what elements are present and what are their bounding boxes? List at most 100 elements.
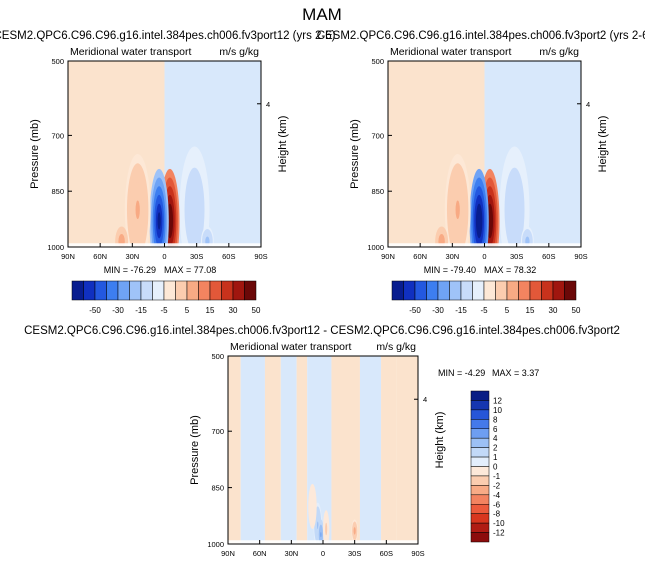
left-string: Meridional water transport (390, 46, 511, 58)
legend-swatch (244, 280, 257, 301)
legend-label: 50 (252, 306, 261, 315)
contour-fill (455, 200, 460, 220)
min-label: MIN = -76.29 (104, 265, 156, 275)
right-string: m/s g/kg (539, 46, 579, 58)
legend-label: -8 (493, 510, 501, 519)
legend-label: 6 (493, 425, 498, 434)
y-axis-label-right: Height (km) (434, 412, 446, 469)
x-tick-label: 90N (381, 252, 395, 261)
legend-label: 1 (493, 453, 498, 462)
legend-swatch (460, 280, 473, 301)
legend-label: -30 (112, 306, 124, 315)
legend-label: -15 (135, 306, 147, 315)
right-tick-label: 4 (266, 100, 270, 109)
legend-label: 0 (493, 463, 498, 472)
legend-swatch (209, 280, 222, 301)
contour-fill (526, 238, 529, 244)
x-tick-label: 0 (482, 252, 486, 261)
y-tick-label: 700 (371, 131, 384, 140)
contour-fill (192, 199, 198, 221)
y-axis-label-right: Height (km) (597, 116, 609, 173)
right-tick-label: 4 (423, 395, 427, 404)
legend-swatch (541, 280, 554, 301)
legend-swatch (472, 280, 485, 301)
legend-swatch (470, 400, 490, 411)
legend-swatch (426, 280, 439, 301)
right-string: m/s g/kg (219, 46, 259, 58)
y-tick-label: 500 (211, 352, 224, 361)
y-tick-label: 500 (51, 57, 64, 66)
legend-swatch (495, 280, 508, 301)
legend-label: 8 (493, 415, 498, 424)
y-tick-label: 850 (371, 187, 384, 196)
y-axis-label: Pressure (mb) (189, 415, 201, 485)
legend-label: -6 (493, 500, 501, 509)
legend-swatch (470, 419, 490, 429)
legend-swatch (403, 280, 416, 301)
x-tick-label: 60S (380, 549, 393, 558)
y-axis-label: Pressure (mb) (349, 119, 361, 189)
legend-label: -50 (409, 306, 421, 315)
legend-swatch (470, 456, 490, 467)
y-tick-label: 850 (51, 187, 64, 196)
plot-area (228, 356, 418, 544)
legend-label: 15 (206, 306, 215, 315)
legend-swatch (129, 280, 142, 301)
x-tick-label: 0 (321, 549, 325, 558)
panel-difference: CESM2.QPC6.C96.C96.g16.intel.384pes.ch00… (24, 325, 620, 558)
legend-swatch (470, 504, 490, 514)
x-tick-label: 90S (254, 252, 267, 261)
contour-fill (206, 238, 209, 244)
legend-label: -4 (493, 491, 501, 500)
field-band (240, 356, 265, 544)
legend-swatch (106, 280, 119, 301)
legend-label: 50 (572, 306, 581, 315)
field-band (381, 356, 397, 544)
x-tick-label: 30S (348, 549, 361, 558)
legend-swatch (470, 475, 490, 486)
x-tick-label: 60S (542, 252, 555, 261)
legend-label: 5 (185, 306, 190, 315)
y-axis-label-right: Height (km) (277, 116, 289, 173)
legend-label: -50 (89, 306, 101, 315)
legend-label: 5 (505, 306, 510, 315)
field-band (228, 356, 241, 544)
contour-fill (135, 200, 140, 220)
x-tick-label: 60N (413, 252, 427, 261)
x-tick-label: 30S (510, 252, 523, 261)
max-label: MAX = 3.37 (492, 368, 539, 378)
max-label: MAX = 77.08 (164, 265, 216, 275)
plot-area (388, 61, 581, 247)
left-string: Meridional water transport (70, 46, 191, 58)
legend-swatch (552, 280, 565, 301)
x-tick-label: 90N (61, 252, 75, 261)
legend-swatch (437, 280, 450, 301)
legend-swatch (71, 280, 84, 301)
field-band (280, 356, 297, 544)
legend-swatch (414, 280, 427, 301)
panel-title: CESM2.QPC6.C96.C96.g16.intel.384pes.ch00… (24, 325, 620, 337)
y-tick-label: 500 (371, 57, 384, 66)
right-string: m/s g/kg (376, 341, 416, 353)
x-tick-label: 90S (411, 549, 424, 558)
legend-label: -10 (493, 519, 505, 528)
legend-swatch (470, 466, 490, 477)
legend-swatch (470, 494, 490, 505)
legend-label: -2 (493, 481, 501, 490)
y-tick-label: 1000 (47, 243, 64, 252)
legend-swatch (470, 428, 490, 439)
contour-fill (477, 212, 481, 230)
legend-swatch (470, 447, 490, 458)
x-tick-label: 30N (445, 252, 459, 261)
legend-label: 2 (493, 444, 498, 453)
contour-fill (354, 528, 356, 533)
legend-swatch (518, 280, 531, 301)
legend-swatch (506, 280, 519, 301)
x-tick-label: 30N (284, 549, 298, 558)
legend-label: -1 (493, 472, 501, 481)
min-label: MIN = -79.40 (424, 265, 476, 275)
x-tick-label: 30S (190, 252, 203, 261)
legend-label: -30 (432, 306, 444, 315)
contour-fill (157, 212, 161, 230)
